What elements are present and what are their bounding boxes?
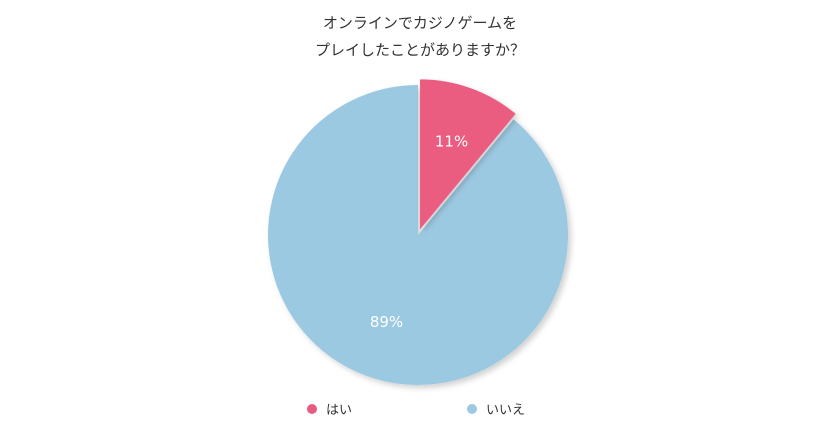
chart-title: オンラインでカジノゲームを プレイしたことがありますか？ <box>0 10 840 64</box>
legend-swatch-iie <box>467 403 477 414</box>
slice-label-hai: 11% <box>435 132 468 150</box>
pie-slice-labels: 89% 11% <box>370 132 468 331</box>
pie-slice-iie <box>268 85 568 385</box>
pie-slices <box>268 79 568 385</box>
legend: はい いいえ <box>0 399 840 421</box>
legend-item-hai: はい <box>307 399 352 418</box>
legend-swatch-hai <box>307 403 317 414</box>
chart-title-line-2: プレイしたことがありますか？ <box>314 41 525 59</box>
legend-label-iie: いいえ <box>486 403 526 418</box>
legend-item-iie: いいえ <box>467 399 525 418</box>
pie-slice-hai <box>420 79 516 230</box>
slice-label-iie: 89% <box>370 313 403 331</box>
legend-label-hai: はい <box>326 403 353 418</box>
chart-title-line-1: オンラインでカジノゲームを <box>322 14 518 32</box>
